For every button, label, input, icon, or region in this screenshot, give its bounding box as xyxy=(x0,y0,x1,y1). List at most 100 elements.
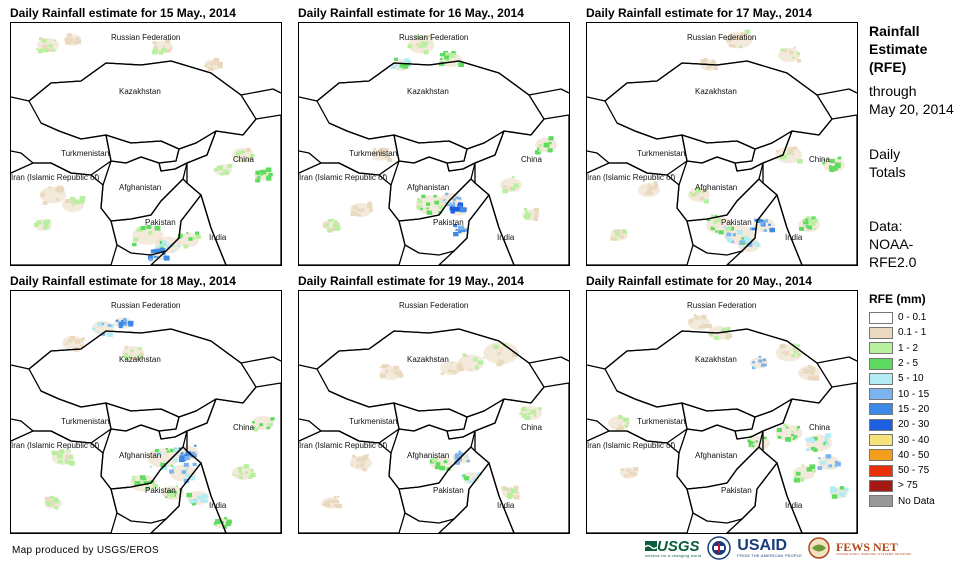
map-title: Daily Rainfall estimate for 19 May., 201… xyxy=(298,274,524,288)
rfe-data-source: Data: NOAA- RFE2.0 xyxy=(869,217,916,271)
rain-cell xyxy=(713,220,718,224)
legend-label: 0.1 - 1 xyxy=(898,327,927,339)
rain-cell xyxy=(454,456,458,459)
rain-halo xyxy=(415,195,447,215)
rain-cell xyxy=(183,244,189,249)
rain-cell xyxy=(527,412,531,416)
country-label-kazakhstan: Kazakhstan xyxy=(407,87,449,96)
rain-cell xyxy=(165,496,168,498)
logo-strip: USGS science for a changing world USAID … xyxy=(645,536,911,560)
rain-cell xyxy=(793,477,800,483)
rain-cell xyxy=(167,492,172,496)
rain-cell xyxy=(449,53,456,58)
rain-cell xyxy=(238,150,243,155)
rain-cell xyxy=(64,342,68,345)
rain-cell xyxy=(163,255,170,261)
rain-cell xyxy=(259,423,264,427)
rain-cell xyxy=(618,426,624,430)
usgs-wave-icon xyxy=(645,541,657,551)
country-label-kazakhstan: Kazakhstan xyxy=(119,87,161,96)
rain-cell xyxy=(226,522,230,525)
country-borders xyxy=(587,328,857,533)
country-border xyxy=(150,462,227,533)
rain-cell xyxy=(513,485,519,490)
rain-cell xyxy=(149,258,153,262)
country-border xyxy=(474,114,569,265)
rain-cell xyxy=(648,186,652,190)
rain-cell xyxy=(777,435,782,439)
rain-cell xyxy=(809,438,815,443)
rain-cell xyxy=(250,154,255,158)
rain-cell xyxy=(725,226,732,232)
rain-cell xyxy=(373,147,377,151)
rain-cell xyxy=(793,46,796,49)
rain-cell xyxy=(534,212,538,216)
totals-line1: Daily xyxy=(869,146,901,162)
rain-cell xyxy=(711,59,716,63)
rain-cell xyxy=(736,229,743,235)
rain-cell xyxy=(626,422,629,425)
rain-cell xyxy=(161,47,167,52)
rain-cell xyxy=(398,373,404,378)
rain-cell xyxy=(426,210,432,215)
rain-cell xyxy=(41,44,48,50)
rain-cell xyxy=(791,433,795,437)
legend-swatch xyxy=(869,388,893,401)
rain-cell xyxy=(48,186,52,189)
rain-cell xyxy=(359,463,364,468)
rain-cell xyxy=(451,370,455,373)
rain-cell xyxy=(502,185,507,189)
rain-cell xyxy=(454,206,461,212)
rain-cell xyxy=(763,436,767,440)
country-label-pakistan: Pakistan xyxy=(433,486,464,495)
rain-cell xyxy=(513,494,520,500)
rain-cell xyxy=(500,348,503,351)
rain-cell xyxy=(698,325,702,329)
rfe-title: Rainfall Estimate (RFE) xyxy=(869,22,927,76)
country-label-iran: Iran (Islamic Republic of) xyxy=(299,173,388,182)
rain-cell xyxy=(651,185,657,190)
rain-cell xyxy=(165,447,169,450)
rain-cell xyxy=(462,353,466,357)
rain-cell xyxy=(524,214,529,219)
rain-cell xyxy=(216,166,221,171)
rain-cell xyxy=(463,228,468,232)
country-label-turkmenistan: Turkmenistan xyxy=(61,149,110,158)
fews-logo-text: FEWS NET xyxy=(836,539,898,554)
rain-cell xyxy=(452,201,456,204)
rain-cell xyxy=(393,365,400,371)
map-canvas xyxy=(11,33,281,265)
rain-cell xyxy=(172,466,176,469)
legend-item: 0 - 0.1 xyxy=(869,310,965,325)
rain-cell xyxy=(458,201,461,203)
rain-cell xyxy=(154,45,158,49)
rain-cell xyxy=(148,255,154,260)
rain-cell xyxy=(623,417,626,420)
rain-cell xyxy=(472,477,477,481)
rain-cell xyxy=(333,220,338,224)
rain-cell xyxy=(797,353,801,356)
country-border xyxy=(681,402,756,432)
rain-cell xyxy=(624,424,628,428)
rain-cell xyxy=(169,469,174,474)
rain-cell xyxy=(520,407,526,412)
country-label-china: China xyxy=(809,423,830,432)
rain-cell xyxy=(525,210,528,213)
rain-cell xyxy=(257,426,260,429)
rain-cell xyxy=(53,39,56,42)
legend-swatch xyxy=(869,403,893,416)
rain-cell xyxy=(826,466,830,469)
rain-cell xyxy=(706,218,711,222)
rain-cell xyxy=(440,372,445,375)
rfe-legend: RFE (mm) 0 - 0.1 0.1 - 1 1 - 2 2 - 5 5 - 10 1… xyxy=(869,292,965,509)
rain-cell xyxy=(723,226,727,229)
rain-cell xyxy=(331,218,335,221)
rain-cell xyxy=(758,359,763,363)
legend-label: 0 - 0.1 xyxy=(898,312,927,324)
rain-cell xyxy=(451,51,456,55)
rain-cell xyxy=(239,159,243,162)
rain-cell xyxy=(381,364,387,368)
rain-cell xyxy=(439,58,443,61)
country-label-turkmenistan: Turkmenistan xyxy=(349,417,398,426)
rain-cell xyxy=(333,226,336,228)
